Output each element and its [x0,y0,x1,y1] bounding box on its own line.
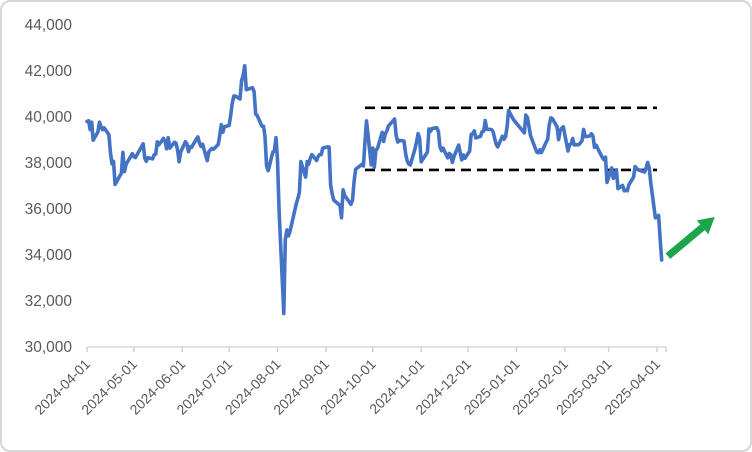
upward-trend-arrow-shaft [665,224,705,259]
y-axis-label: 36,000 [25,201,73,218]
y-axis-label: 32,000 [25,293,73,310]
price-line [85,63,664,316]
y-axis-label: 30,000 [25,339,73,356]
y-axis-label: 34,000 [25,247,73,264]
y-axis-label: 42,000 [25,63,73,80]
upward-trend-arrow-head [696,217,715,235]
y-axis-label: 40,000 [25,109,73,126]
y-axis-label: 38,000 [25,155,73,172]
y-axis-label: 44,000 [25,17,73,34]
